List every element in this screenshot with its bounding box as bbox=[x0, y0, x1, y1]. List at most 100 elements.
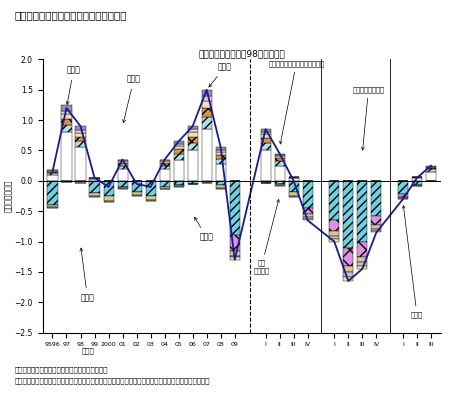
Bar bbox=[118, 181, 128, 187]
Bar bbox=[47, 172, 57, 173]
Bar bbox=[216, 164, 226, 181]
Bar bbox=[160, 160, 170, 162]
Bar bbox=[274, 184, 285, 185]
Text: 卸小売: 卸小売 bbox=[402, 206, 423, 318]
Text: 第１－３－２図　産業別雇用者数の推移: 第１－３－２図 産業別雇用者数の推移 bbox=[14, 10, 127, 20]
Bar bbox=[357, 242, 367, 257]
Bar bbox=[75, 181, 86, 183]
Text: 教育
学習支援: 教育 学習支援 bbox=[254, 200, 279, 274]
Bar bbox=[426, 168, 436, 169]
Bar bbox=[274, 166, 285, 181]
Bar bbox=[289, 178, 299, 179]
Text: （年）: （年） bbox=[82, 348, 95, 354]
Bar bbox=[47, 171, 57, 172]
Bar bbox=[371, 225, 382, 229]
Bar bbox=[47, 205, 57, 207]
Bar bbox=[261, 129, 271, 131]
Title: 建設業の雇用者数は98年以降減少: 建設業の雇用者数は98年以降減少 bbox=[198, 50, 285, 59]
Bar bbox=[188, 184, 198, 185]
Text: その他: その他 bbox=[123, 75, 141, 123]
Bar bbox=[398, 194, 408, 197]
Bar bbox=[62, 114, 72, 119]
Y-axis label: （前年比、％）: （前年比、％） bbox=[4, 180, 13, 212]
Bar bbox=[90, 193, 100, 196]
Bar bbox=[261, 181, 271, 183]
Bar bbox=[201, 108, 212, 117]
Bar bbox=[261, 131, 271, 134]
Bar bbox=[90, 179, 100, 181]
Bar bbox=[289, 196, 299, 197]
Bar bbox=[230, 257, 240, 260]
Bar bbox=[118, 187, 128, 188]
Text: 建設業: 建設業 bbox=[194, 217, 214, 242]
Bar bbox=[90, 196, 100, 197]
Bar bbox=[75, 137, 86, 141]
Bar bbox=[118, 166, 128, 169]
Bar bbox=[62, 111, 72, 114]
Bar bbox=[173, 149, 184, 154]
Bar bbox=[289, 177, 299, 178]
Bar bbox=[188, 150, 198, 181]
Bar bbox=[216, 147, 226, 150]
Bar bbox=[274, 158, 285, 162]
Text: ２．「製造業」については、産業分類の変更に伴い２００８年以前と以後で接続していない。: ２．「製造業」については、産業分類の変更に伴い２００８年以前と以後で接続していな… bbox=[14, 377, 210, 384]
Bar bbox=[412, 178, 422, 181]
Bar bbox=[398, 198, 408, 199]
Bar bbox=[118, 169, 128, 181]
Bar bbox=[302, 208, 313, 214]
Bar bbox=[329, 231, 339, 236]
Bar bbox=[289, 181, 299, 192]
Bar bbox=[173, 144, 184, 146]
Bar bbox=[230, 251, 240, 255]
Bar bbox=[216, 185, 226, 188]
Bar bbox=[201, 181, 212, 182]
Bar bbox=[412, 177, 422, 178]
Bar bbox=[274, 154, 285, 155]
Bar bbox=[75, 130, 86, 133]
Bar bbox=[201, 96, 212, 101]
Bar bbox=[188, 181, 198, 184]
Bar bbox=[188, 126, 198, 129]
Bar bbox=[47, 175, 57, 181]
Bar bbox=[371, 181, 382, 216]
Bar bbox=[371, 229, 382, 231]
Bar bbox=[398, 181, 408, 194]
Bar bbox=[230, 236, 240, 251]
Bar bbox=[173, 141, 184, 144]
Bar bbox=[62, 132, 72, 181]
Bar bbox=[160, 163, 170, 166]
Bar bbox=[230, 255, 240, 257]
Bar bbox=[146, 181, 155, 196]
Text: （備考）１．総務省「労働力調査」により作成。: （備考）１．総務省「労働力調査」により作成。 bbox=[14, 366, 108, 373]
Bar bbox=[75, 126, 86, 130]
Bar bbox=[426, 167, 436, 168]
Bar bbox=[302, 219, 313, 220]
Bar bbox=[261, 143, 271, 150]
Bar bbox=[329, 239, 339, 242]
Bar bbox=[289, 192, 299, 196]
Bar bbox=[261, 134, 271, 138]
Bar bbox=[118, 188, 128, 189]
Bar bbox=[426, 169, 436, 172]
Bar bbox=[160, 162, 170, 163]
Bar bbox=[47, 181, 57, 205]
Bar bbox=[216, 181, 226, 185]
Text: 製造業: 製造業 bbox=[80, 248, 94, 302]
Bar bbox=[274, 185, 285, 186]
Bar bbox=[289, 179, 299, 181]
Bar bbox=[412, 181, 422, 185]
Bar bbox=[357, 267, 367, 269]
Bar bbox=[75, 141, 86, 147]
Bar bbox=[146, 196, 155, 200]
Bar bbox=[118, 163, 128, 166]
Bar bbox=[357, 262, 367, 267]
Bar bbox=[329, 220, 339, 231]
Bar bbox=[132, 195, 142, 196]
Bar bbox=[103, 181, 114, 196]
Bar bbox=[343, 181, 353, 248]
Bar bbox=[343, 277, 353, 281]
Bar bbox=[426, 166, 436, 167]
Bar bbox=[75, 147, 86, 181]
Bar bbox=[146, 200, 155, 202]
Bar bbox=[132, 181, 142, 192]
